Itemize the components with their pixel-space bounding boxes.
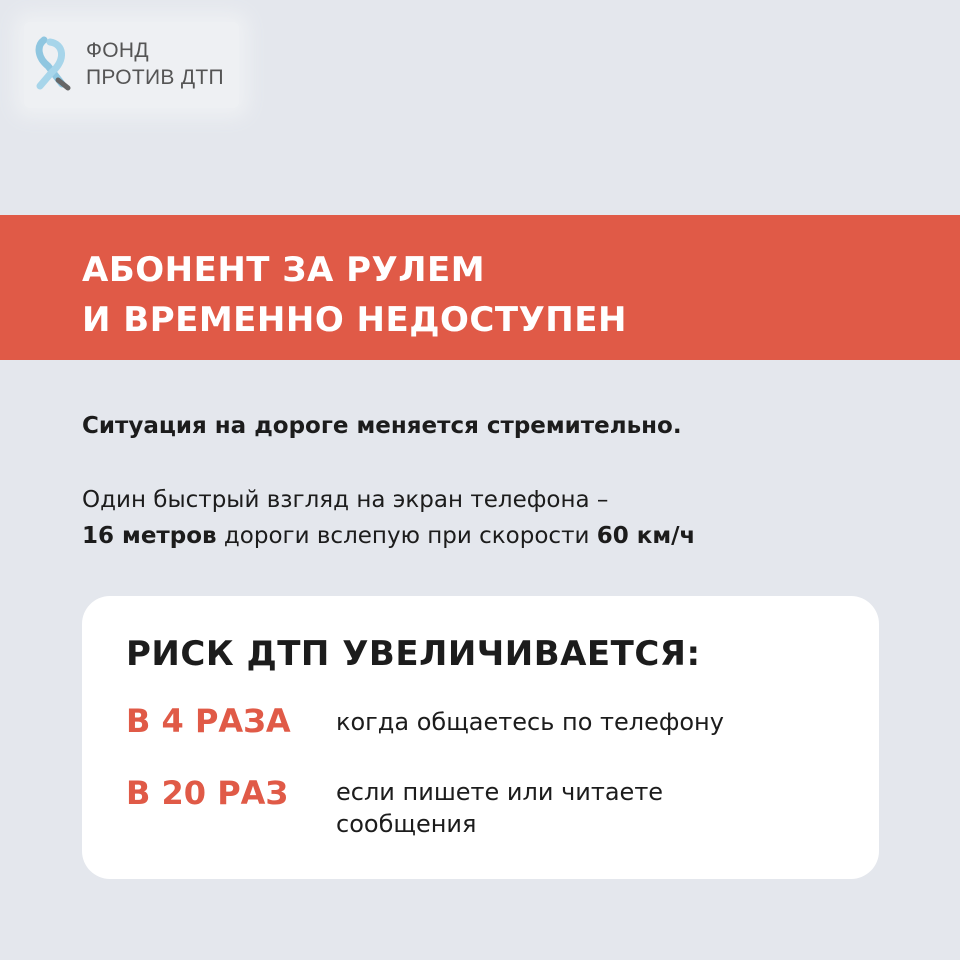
logo-line-1: ФОНД bbox=[86, 39, 149, 62]
risk-title: РИСК ДТП УВЕЛИЧИВАЕТСЯ: bbox=[126, 634, 701, 674]
logo: ФОНД ПРОТИВ ДТП bbox=[24, 22, 239, 108]
body-line-1: Один быстрый взгляд на экран телефона – bbox=[82, 487, 609, 513]
lead-text: Ситуация на дороге меняется стремительно… bbox=[82, 413, 682, 439]
logo-text: ФОНД ПРОТИВ ДТП bbox=[86, 37, 224, 91]
ribbon-icon bbox=[35, 36, 71, 91]
body-line-2-text: дороги вслепую при скорости bbox=[216, 523, 597, 549]
title-banner: АБОНЕНТ ЗА РУЛЕМ И ВРЕМЕННО НЕДОСТУПЕН bbox=[0, 215, 960, 360]
speed-value: 60 км/ч bbox=[596, 523, 696, 549]
risk-factor-1: В 4 РАЗА bbox=[126, 702, 291, 740]
body-line-2: 16 метров дороги вслепую при скорости 60… bbox=[82, 518, 695, 554]
risk-desc-1: когда общаетесь по телефону bbox=[336, 708, 724, 736]
title-line-1: АБОНЕНТ ЗА РУЛЕМ bbox=[82, 250, 486, 290]
page-title: АБОНЕНТ ЗА РУЛЕМ И ВРЕМЕННО НЕДОСТУПЕН bbox=[82, 245, 627, 345]
title-line-2: И ВРЕМЕННО НЕДОСТУПЕН bbox=[82, 300, 627, 340]
risk-factor-2: В 20 РАЗ bbox=[126, 774, 289, 812]
risk-desc-2: если пишете или читаете сообщения bbox=[336, 778, 664, 838]
risk-card: РИСК ДТП УВЕЛИЧИВАЕТСЯ: В 4 РАЗА когда о… bbox=[82, 596, 879, 879]
body-text: Один быстрый взгляд на экран телефона – … bbox=[82, 482, 695, 554]
distance-value: 16 метров bbox=[82, 523, 217, 549]
logo-line-2: ПРОТИВ ДТП bbox=[86, 66, 224, 89]
